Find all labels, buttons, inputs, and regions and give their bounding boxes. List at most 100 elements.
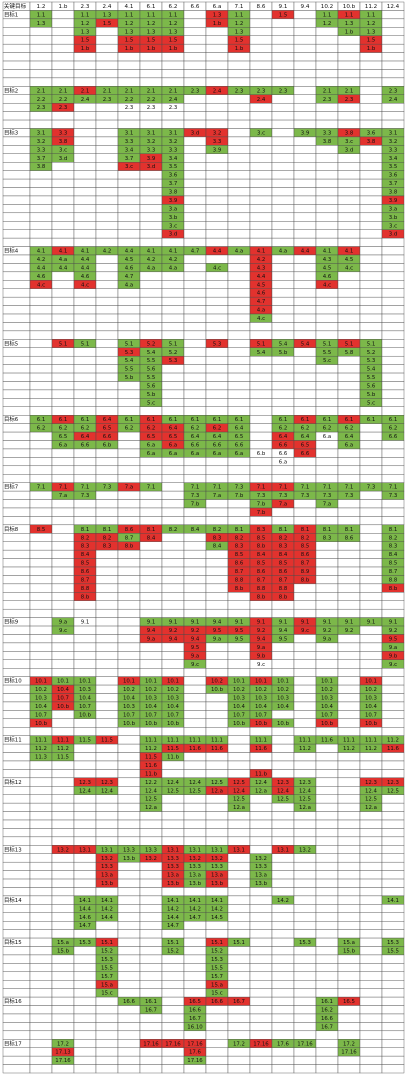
cell [227,608,251,618]
cell [117,1055,141,1065]
cell-text: 8.2 [213,527,222,533]
cell [381,27,405,36]
cell [359,170,383,180]
cell-text: 11.5 [57,755,69,761]
cell [293,861,317,871]
cell [2,389,31,399]
cell-text: 7.1 [345,485,354,491]
cell [359,296,383,306]
cell [359,1013,383,1023]
cell-text: 12.3 [299,780,311,786]
cell [337,853,361,863]
cell [73,946,97,956]
cell [139,111,163,121]
cell [117,296,141,306]
cell [161,963,185,973]
cell [227,364,251,374]
cell-text: 6.6 [301,451,310,457]
cell [95,27,119,36]
cell [117,474,141,483]
cell [2,153,31,163]
cell [161,52,185,62]
cell [183,406,207,416]
cell [337,592,361,601]
cell [337,929,361,939]
cell [359,954,383,964]
cell-text: 2.4 [169,97,178,103]
cell-text: 6.2 [59,426,68,432]
cell-text: 10.1 [35,679,47,685]
cell [293,60,317,70]
cell [73,212,97,222]
cell [139,583,163,593]
cell [337,828,361,838]
cell [183,35,207,45]
cell-text: 3.4 [125,147,134,153]
cell [95,296,119,306]
cell [315,828,339,838]
cell [2,313,31,323]
cell [2,608,31,618]
cell [293,828,317,838]
cell-text: 16.7 [145,1008,157,1014]
header-label: 6.a [213,4,222,10]
cell-text: 17.16 [297,1041,313,1047]
cell [205,153,229,163]
cell-text: 6.1 [169,417,178,423]
cell [205,102,229,112]
cell [271,1055,295,1065]
cell-text: 3.8 [389,190,398,196]
cell [227,170,251,180]
cell [95,136,119,146]
cell [95,617,119,627]
cell [2,921,31,930]
cell [249,887,273,897]
cell [359,946,383,956]
cell [337,769,361,779]
cell [29,541,53,551]
cell [183,954,207,964]
cell-text: 4.2 [147,257,156,263]
cell [271,980,295,989]
cell [271,330,295,340]
cell-text: 6.1 [323,417,332,423]
cell [315,52,339,62]
cell [293,457,317,467]
cell-text: 13.b [101,881,114,887]
cell-text: 3.c [169,223,177,229]
cell [161,1047,185,1057]
cell [161,296,185,306]
cell-text: 9.2 [169,628,178,634]
cell [381,608,405,618]
cell [139,1047,163,1057]
cell-text: 8.5 [389,561,398,567]
cell-text: 13.2 [189,856,201,862]
cell [51,971,75,981]
cell-text: 12.a [211,788,223,794]
cell-text: 1.1 [345,12,354,18]
cell [205,929,229,939]
cell-text: 10.2 [211,679,223,685]
cell [337,634,361,644]
cell [139,330,163,340]
cell [95,499,119,509]
cell [51,372,75,382]
cell [271,853,295,863]
cell [205,288,229,298]
cell-text: 14.2 [189,906,201,912]
cell [73,406,97,416]
cell [271,1022,295,1032]
cell [51,448,75,458]
cell-text: 1.1 [81,12,90,18]
cell [29,878,53,888]
cell [117,1013,141,1023]
cell-text: 1.3 [147,29,156,35]
cell [293,904,317,913]
cell [359,288,383,298]
cell [227,339,251,348]
cell-text: 10.3 [233,696,245,702]
cell [205,296,229,306]
cell [227,212,251,222]
cell-text: 1.5 [235,38,244,44]
cell [337,499,361,509]
